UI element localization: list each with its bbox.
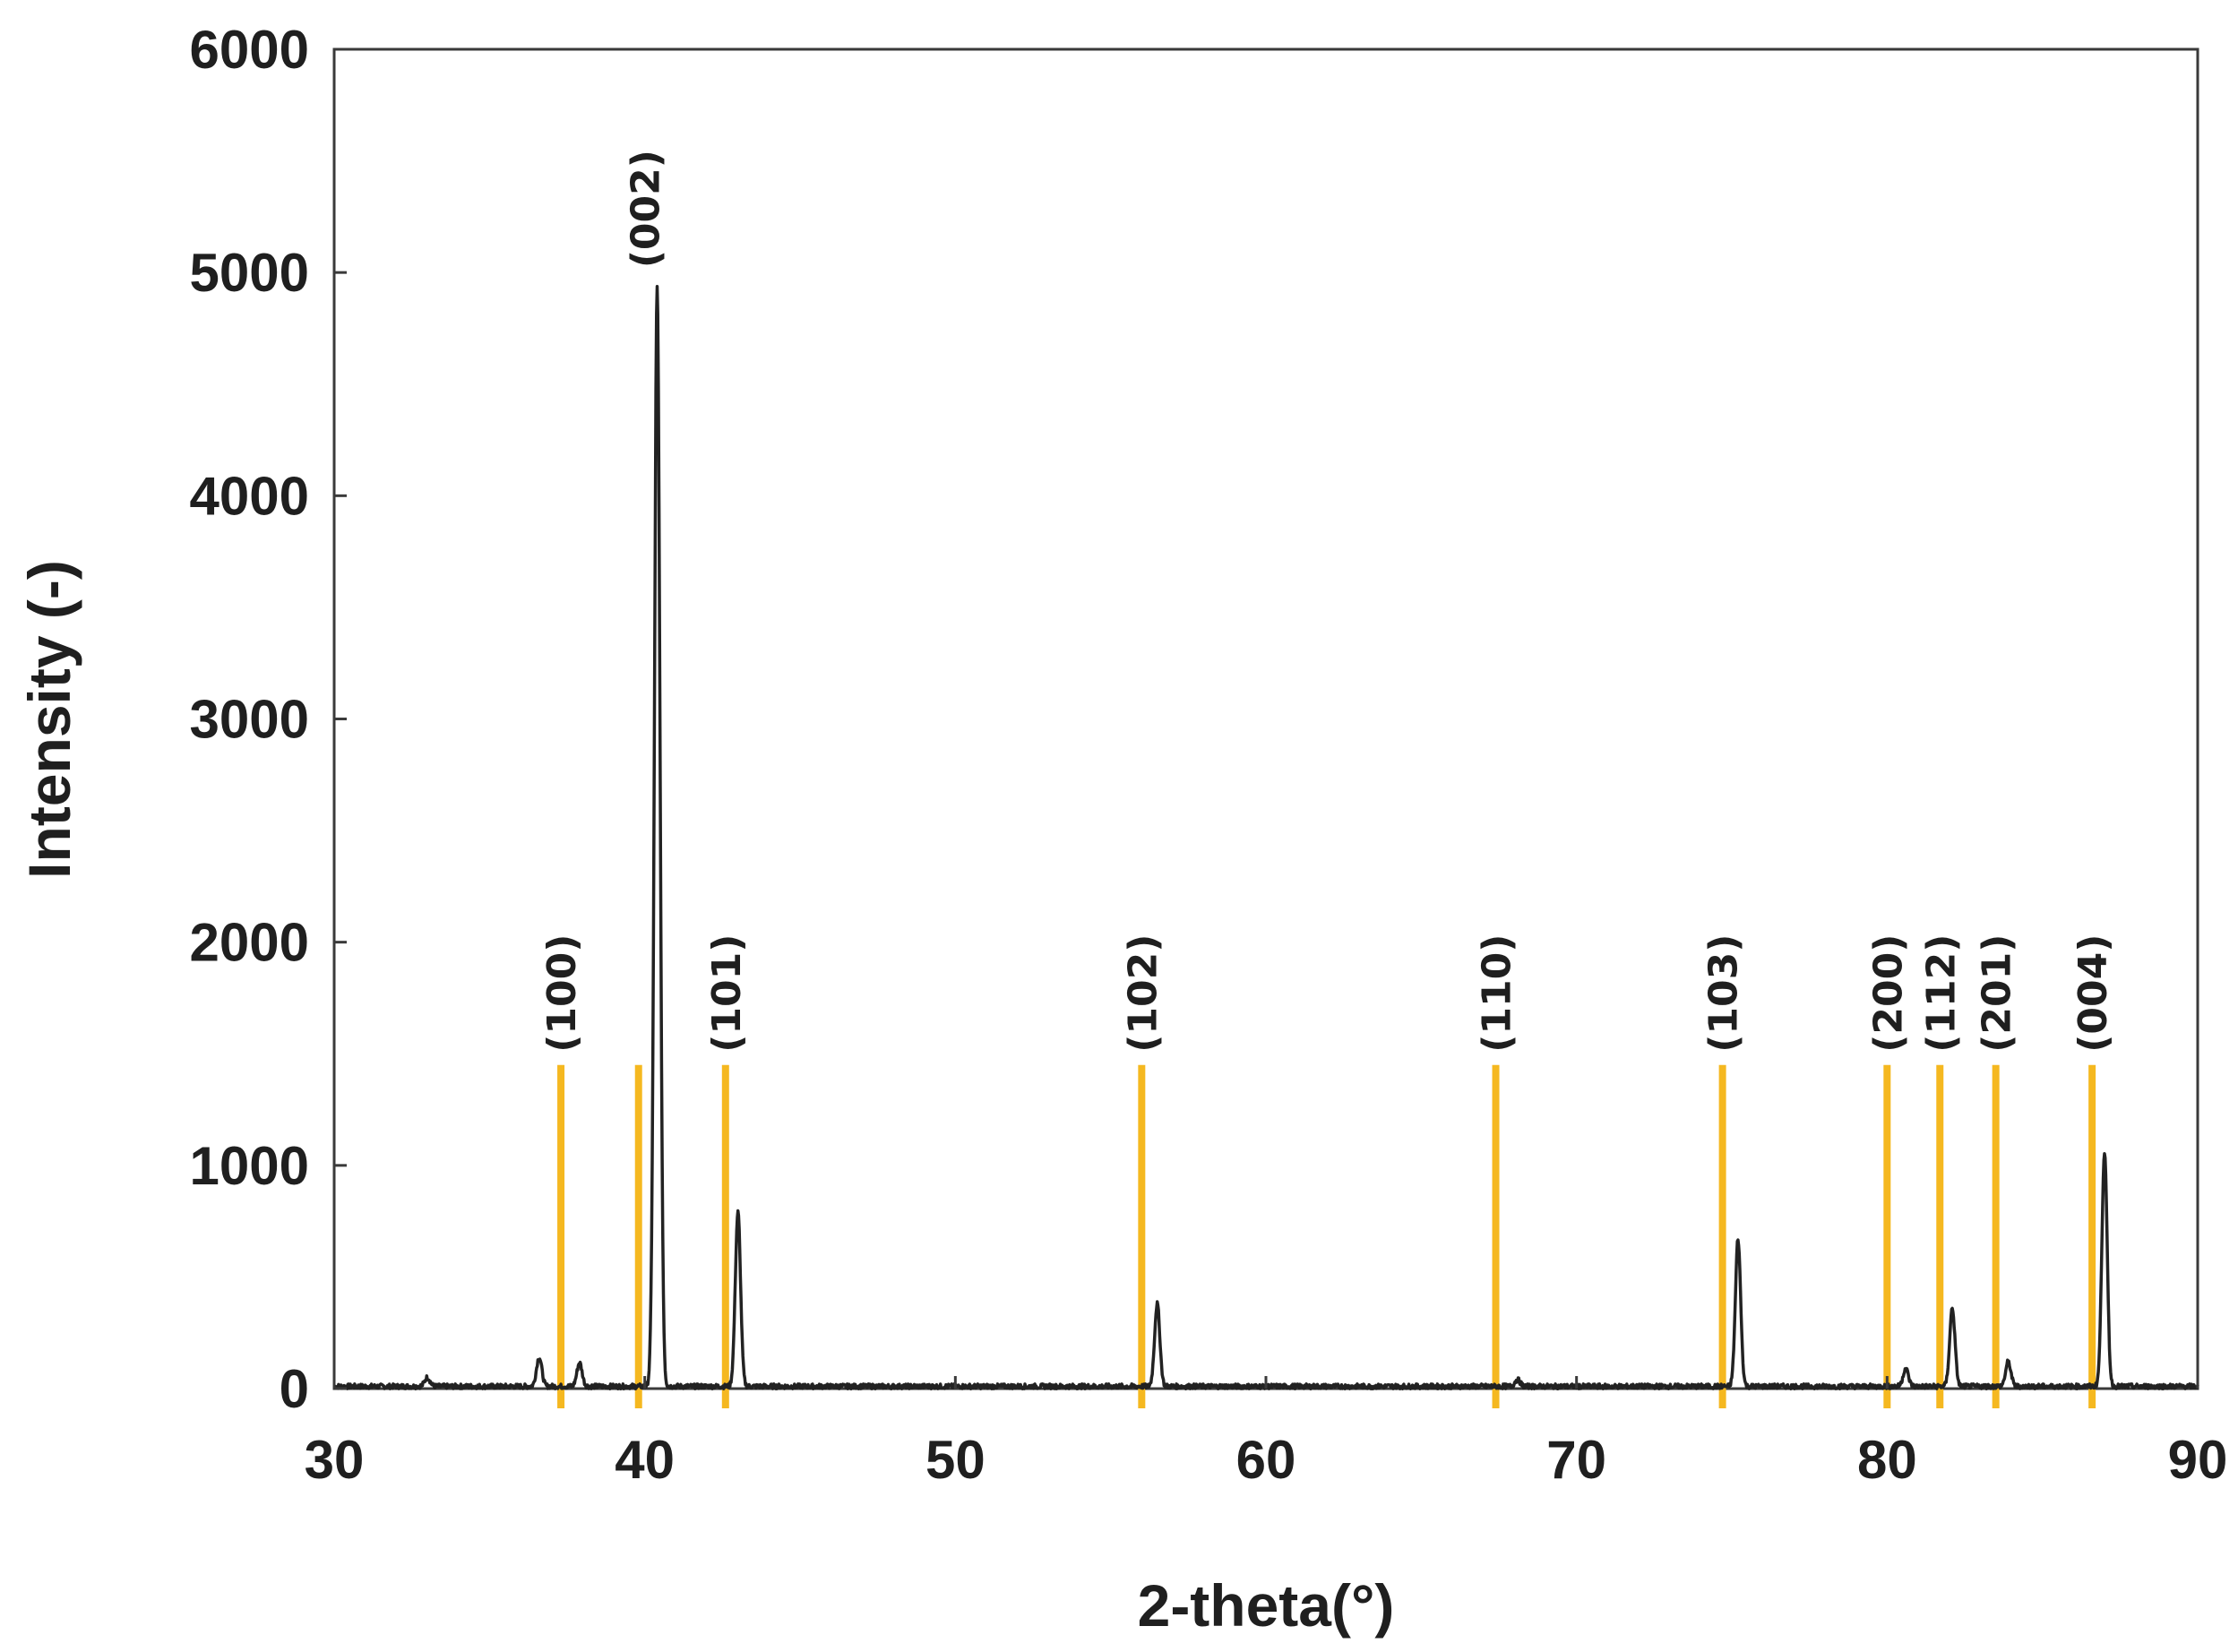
peak-label: (112) xyxy=(1918,934,1964,1053)
x-tick-label: 70 xyxy=(1546,1430,1606,1490)
peak-label: (201) xyxy=(1975,934,2020,1053)
x-axis-ticks: 30 40 50 60 70 80 90 xyxy=(305,1376,2228,1490)
y-tick-label: 1000 xyxy=(190,1136,309,1196)
peak-label: (101) xyxy=(704,934,750,1053)
x-tick-label: 90 xyxy=(2168,1430,2228,1490)
x-tick-label: 80 xyxy=(1857,1430,1917,1490)
y-tick-label: 2000 xyxy=(190,913,309,973)
xrd-pattern-line xyxy=(332,285,2199,1390)
plot-area-frame xyxy=(332,47,2199,1390)
series-layer xyxy=(332,285,2199,1390)
y-tick-label: 6000 xyxy=(190,20,309,80)
y-axis-title: Intensity (-) xyxy=(16,560,82,879)
y-tick-label: 3000 xyxy=(190,690,309,750)
x-tick-label: 60 xyxy=(1236,1430,1296,1490)
peak-labels: (100) (002) (101) (102) (110) (103) (200) (112)… xyxy=(539,150,2116,1053)
peak-label: (002) xyxy=(624,150,669,268)
x-tick-label: 40 xyxy=(615,1430,675,1490)
peak-label: (004) xyxy=(2070,934,2116,1053)
peak-label: (103) xyxy=(1701,934,1747,1053)
x-tick-label: 50 xyxy=(925,1430,986,1490)
peak-label: (200) xyxy=(1865,934,1911,1053)
peak-label: (102) xyxy=(1120,934,1166,1053)
y-axis-ticks: 0 1000 2000 3000 4000 5000 6000 xyxy=(190,20,347,1419)
y-tick-label: 5000 xyxy=(190,243,309,303)
peak-label: (110) xyxy=(1475,934,1520,1053)
reference-lines xyxy=(557,1064,2096,1408)
y-tick-label: 0 xyxy=(280,1359,309,1419)
y-tick-label: 4000 xyxy=(190,466,309,526)
x-tick-label: 30 xyxy=(305,1430,365,1490)
x-axis-title: 2-theta(°) xyxy=(1138,1572,1395,1639)
peak-label: (100) xyxy=(539,934,585,1053)
